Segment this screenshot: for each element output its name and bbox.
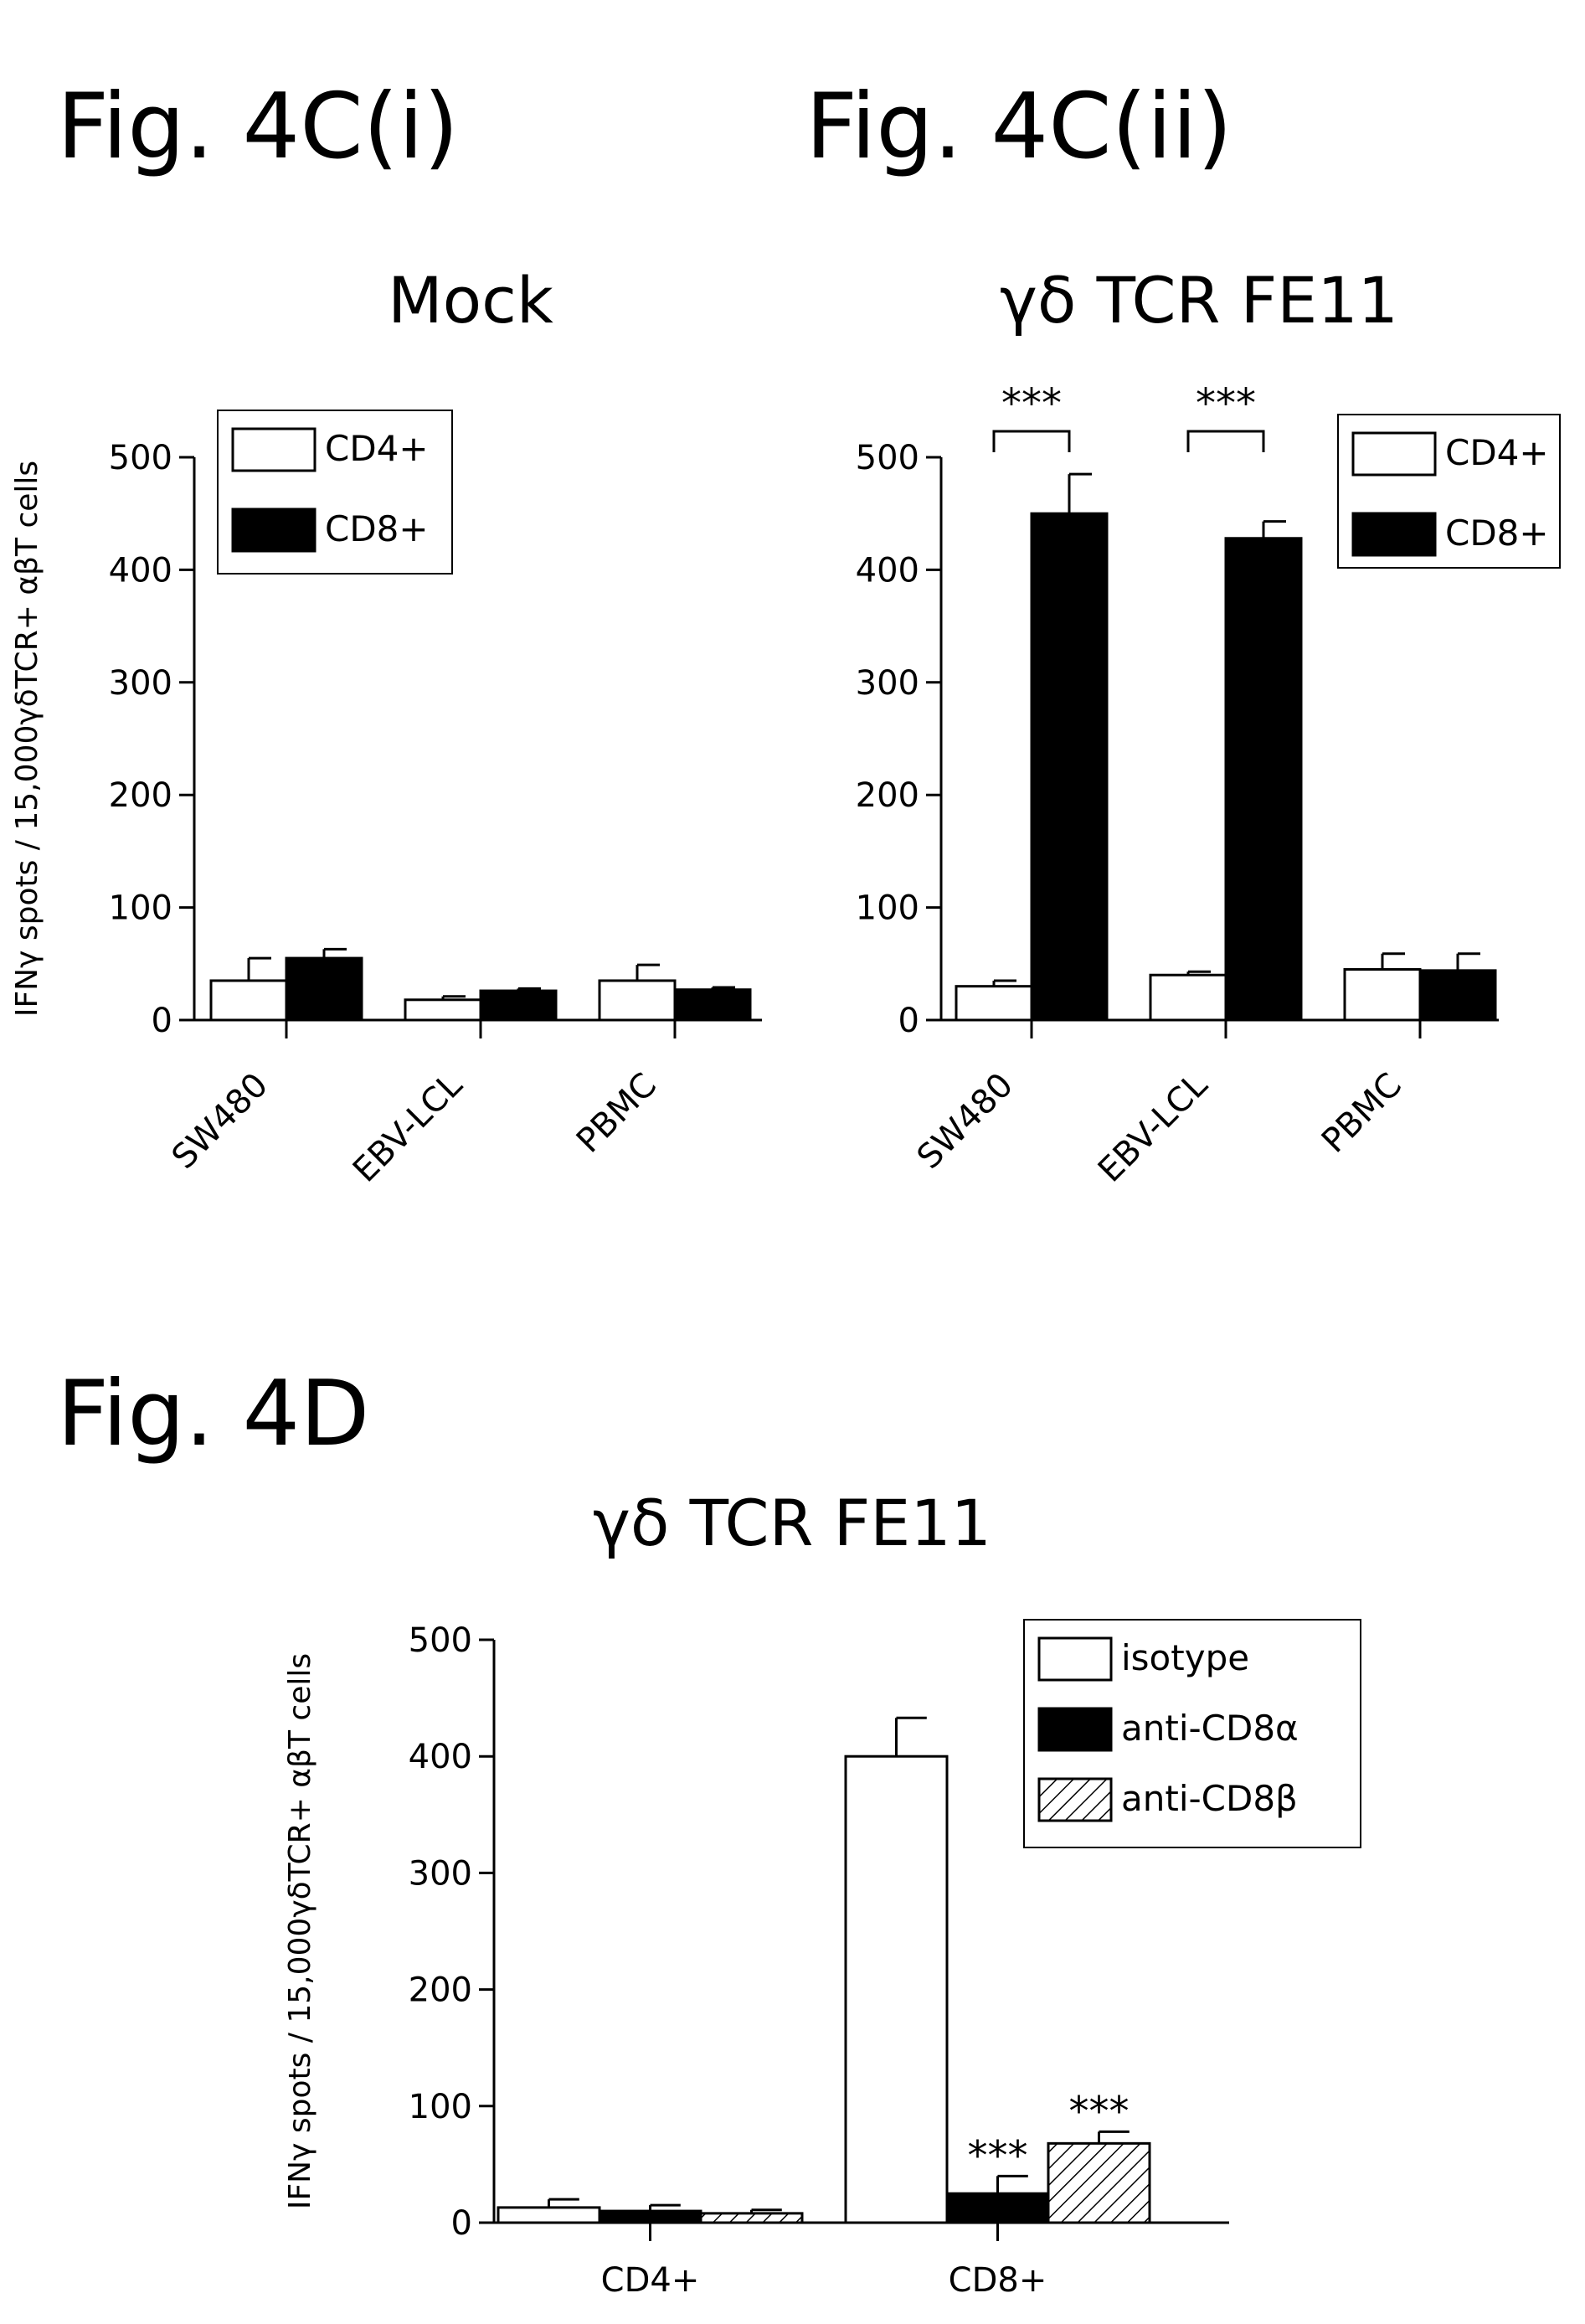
chart-title: Mock: [388, 263, 553, 338]
y-axis-label: IFNγ spots / 15,000γδTCR+ αβT cells: [10, 461, 44, 1017]
y-tick-label: 100: [409, 2088, 472, 2126]
bar-significance-label: ***: [968, 2132, 1028, 2179]
chart-fe11-blocking: γδ TCR FE11 0 100 200 300 400 500 IFNγ spots / …: [283, 1486, 1361, 2300]
y-tick-label: 500: [409, 1621, 472, 1660]
fig-label-4c-ii: Fig. 4C(ii): [805, 75, 1232, 179]
fig-label-4d: Fig. 4D: [57, 1362, 369, 1466]
legend-swatch-anti-CD8α: [1037, 1707, 1113, 1752]
y-tick-label: 500: [109, 439, 172, 477]
legend-swatch-anti-CD8β: [1037, 1777, 1113, 1822]
legend-label: CD8+: [1445, 513, 1549, 554]
chart-mock: Mock 0 100 200 300 400 500 IFNγ spots / 15,000γ…: [10, 263, 762, 1190]
bar-SW480-CD8+: [1030, 512, 1109, 1022]
bar-PBMC-CD8+: [673, 988, 752, 1022]
legend-swatch-CD8+: [231, 508, 316, 553]
y-tick-label: 400: [409, 1738, 472, 1776]
bar-EBV-LCL-CD8+: [479, 989, 558, 1022]
chart-title: γδ TCR FE11: [593, 1486, 991, 1560]
y-tick-label: 100: [109, 889, 172, 928]
y-tick-label: 200: [409, 1971, 472, 2010]
y-tick-label: 400: [109, 551, 172, 590]
bar-CD8+-isotype: [844, 1755, 949, 2224]
legend-swatch-CD8+: [1351, 512, 1437, 557]
chart-fe11-subsets: γδ TCR FE11 0 100 200 300 400 500 SW480 EBV-LCL P…: [856, 263, 1561, 1190]
x-tick-label: PBMC: [1315, 1066, 1409, 1161]
legend-label: anti-CD8α: [1121, 1708, 1299, 1749]
y-tick-label: 0: [451, 2204, 472, 2243]
x-tick-label: SW480: [165, 1066, 275, 1177]
bar-EBV-LCL-CD8+: [1224, 537, 1303, 1022]
x-tick-label: SW480: [910, 1066, 1021, 1177]
bar-SW480-CD4+: [209, 979, 288, 1022]
y-axis-label: IFNγ spots / 15,000γδTCR+ αβT cells: [283, 1653, 317, 2209]
bar-EBV-LCL-CD4+: [404, 998, 482, 1022]
bar-SW480-CD8+: [285, 956, 363, 1022]
bar-CD4+-anti-CD8α: [598, 2209, 702, 2224]
legend-label: CD4+: [325, 428, 429, 469]
y-tick-label: 200: [109, 776, 172, 815]
y-tick-label: 200: [856, 776, 919, 815]
x-tick-label: EBV-LCL: [346, 1065, 471, 1190]
legend-swatch-CD4+: [231, 427, 316, 472]
y-tick-label: 400: [856, 551, 919, 590]
significance-label: ***: [1196, 380, 1256, 427]
x-tick-label: EBV-LCL: [1091, 1065, 1216, 1190]
bar-CD4+-isotype: [497, 2206, 601, 2224]
bar-CD4+-anti-CD8β: [699, 2212, 804, 2224]
bar-PBMC-CD4+: [1343, 968, 1422, 1022]
significance-label: ***: [1001, 380, 1062, 427]
y-tick-label: 300: [409, 1854, 472, 1893]
bar-PBMC-CD4+: [598, 979, 677, 1022]
bar-SW480-CD4+: [955, 985, 1033, 1022]
legend-label: isotype: [1121, 1637, 1249, 1678]
x-tick-label: CD8+: [949, 2261, 1047, 2300]
y-tick-label: 0: [152, 1002, 172, 1040]
legend-label: CD8+: [325, 508, 429, 549]
bar-CD8+-anti-CD8α: [945, 2192, 1050, 2224]
bar-PBMC-CD8+: [1418, 969, 1497, 1022]
significance-bracket: [1186, 430, 1265, 452]
bar-significance-label: ***: [1069, 2088, 1130, 2135]
y-tick-label: 300: [856, 664, 919, 703]
legend-swatch-CD4+: [1351, 431, 1437, 477]
y-tick-label: 100: [856, 889, 919, 928]
bar-CD8+-anti-CD8β: [1047, 2141, 1151, 2224]
legend-swatch-isotype: [1037, 1636, 1113, 1682]
y-tick-label: 500: [856, 439, 919, 477]
chart-title: γδ TCR FE11: [1000, 263, 1398, 338]
significance-bracket: [992, 430, 1071, 452]
y-tick-label: 0: [898, 1002, 919, 1040]
bar-EBV-LCL-CD4+: [1149, 973, 1227, 1022]
legend-label: anti-CD8β: [1121, 1778, 1298, 1819]
x-tick-label: CD4+: [601, 2261, 700, 2300]
legend-label: CD4+: [1445, 432, 1549, 473]
fig-label-4c-i: Fig. 4C(i): [57, 75, 459, 179]
y-tick-label: 300: [109, 664, 172, 703]
x-tick-label: PBMC: [569, 1066, 664, 1161]
